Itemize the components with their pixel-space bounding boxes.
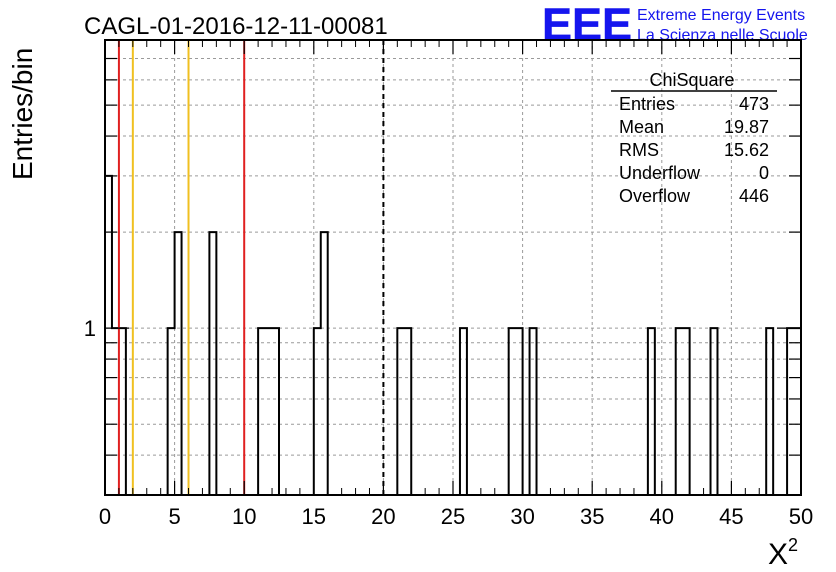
histogram-bin: [119, 328, 126, 495]
x-tick-label: 50: [789, 504, 813, 529]
reference-lines: [117, 40, 385, 495]
histogram-bin: [272, 328, 279, 495]
histogram-bin: [787, 328, 794, 495]
histogram-bin: [766, 328, 773, 495]
eee-logo: EEE Extreme Energy Events La Scienza nel…: [542, 0, 808, 50]
x-axis-ticks: 0 5 10 15 20 25 30 35 40 45 50: [99, 40, 813, 529]
stats-label: Overflow: [619, 186, 691, 206]
x-tick-label: 10: [232, 504, 256, 529]
histogram-bin: [404, 328, 411, 495]
histogram-bin: [676, 328, 683, 495]
stats-value: 473: [739, 94, 769, 114]
histogram-bin: [265, 328, 272, 495]
stats-title: ChiSquare: [649, 70, 734, 90]
histogram-bin: [397, 328, 404, 495]
histogram-bin: [460, 328, 467, 495]
histogram-bin: [105, 176, 112, 495]
stats-value: 19.87: [724, 117, 769, 137]
x-tick-label: 30: [510, 504, 534, 529]
y-axis-ticks: 1: [84, 57, 801, 456]
stats-value: 0: [759, 163, 769, 183]
x-tick-label: 25: [441, 504, 465, 529]
histogram-bin: [509, 328, 516, 495]
stats-box: ChiSquare Entries 473 Mean 19.87 RMS 15.62 Und…: [611, 70, 777, 206]
x-tick-label: 15: [302, 504, 326, 529]
logo-line-1: Extreme Energy Events: [637, 7, 805, 24]
x-tick-label: 0: [99, 504, 111, 529]
histogram-bin: [314, 328, 321, 495]
logo-line-2: La Scienza nelle Scuole: [637, 27, 808, 44]
histogram-bin: [258, 328, 265, 495]
stats-label: Underflow: [619, 163, 701, 183]
logo-mark: EEE: [542, 0, 632, 50]
stats-label: Entries: [619, 94, 675, 114]
x-tick-label: 5: [168, 504, 180, 529]
histogram-bin: [516, 328, 523, 495]
x-tick-label: 35: [580, 504, 604, 529]
stats-value: 15.62: [724, 140, 769, 160]
histogram-bin: [112, 328, 119, 495]
stats-value: 446: [739, 186, 769, 206]
y-axis-label: Entries/bin: [7, 48, 38, 180]
x-tick-label: 40: [650, 504, 674, 529]
x-axis-label: X2: [768, 535, 798, 571]
histogram-bin: [648, 328, 655, 495]
histogram-bin: [683, 328, 690, 495]
stats-label: Mean: [619, 117, 664, 137]
x-tick-label: 20: [371, 504, 395, 529]
x-tick-label: 45: [719, 504, 743, 529]
chart-title: CAGL-01-2016-12-11-00081: [84, 13, 388, 40]
histogram-bin: [530, 328, 537, 495]
histogram-bin: [711, 328, 718, 495]
histogram-bin: [794, 328, 801, 495]
histogram-bin: [168, 328, 175, 495]
stats-label: RMS: [619, 140, 659, 160]
y-tick-label: 1: [84, 316, 96, 341]
